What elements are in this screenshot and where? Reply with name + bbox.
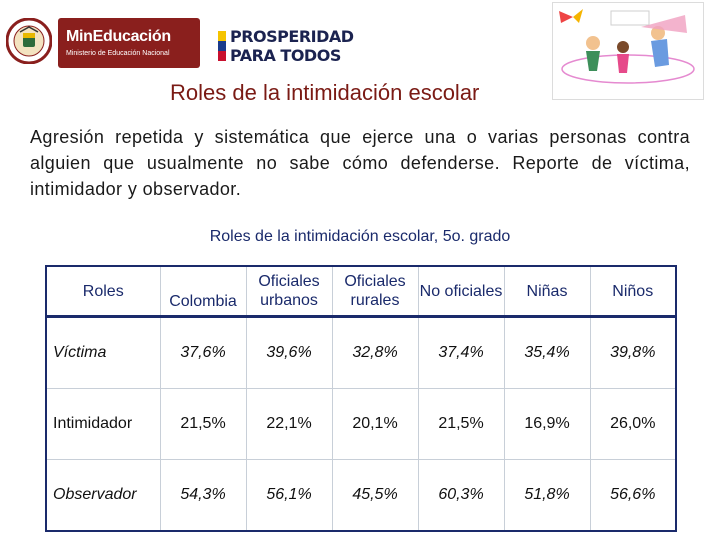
flag-icon (218, 31, 226, 61)
intro-paragraph: Agresión repetida y sistemática que ejer… (30, 127, 690, 199)
prosperidad-line1: PROSPERIDAD (230, 27, 354, 46)
header-oficiales-urbanos: Oficiales urbanos (245, 265, 333, 317)
table-cell: 37,4% (417, 316, 505, 389)
header-colombia: Colombia (159, 265, 247, 317)
table-cell: 21,5% (159, 388, 247, 460)
table-cell: 35,4% (503, 316, 591, 389)
header-ninos: Niños (589, 265, 677, 317)
table-cell: 56,6% (589, 459, 677, 532)
page-title: Roles de la intimidación escolar (170, 80, 480, 105)
mineducacion-name: MinEducación (66, 28, 171, 45)
mineducacion-subtitle: Ministerio de Educación Nacional (66, 50, 170, 57)
table-cell: 56,1% (245, 459, 333, 532)
children-playing-icon (559, 9, 695, 84)
table-cell: 32,8% (331, 316, 419, 389)
mineducacion-logo: MinEducación Ministerio de Educación Nac… (58, 18, 200, 68)
table-cell: 54,3% (159, 459, 247, 532)
header-roles: Roles (45, 265, 161, 317)
table-cell: 22,1% (245, 388, 333, 460)
row-label: Intimidador (45, 388, 161, 460)
table-cell: 39,6% (245, 316, 333, 389)
table-cell: 16,9% (503, 388, 591, 460)
table-header-row: Roles Colombia Oficiales urbanos Oficial… (45, 265, 677, 317)
header-ninas: Niñas (503, 265, 591, 317)
prosperidad-line2: PARA TODOS (230, 46, 341, 65)
table-title: Roles de la intimidación escolar, 5o. gr… (209, 228, 511, 245)
roles-table: Roles Colombia Oficiales urbanos Oficial… (45, 265, 677, 532)
table-cell: 21,5% (417, 388, 505, 460)
row-label: Víctima (45, 316, 161, 389)
table-row-observador: Observador 54,3% 56,1% 45,5% 60,3% 51,8%… (45, 459, 677, 532)
kids-illustration (552, 2, 704, 100)
table-cell: 26,0% (589, 388, 677, 460)
table-cell: 37,6% (159, 316, 247, 389)
table-cell: 45,5% (331, 459, 419, 532)
row-label: Observador (45, 459, 161, 532)
header-no-oficiales: No oficiales (417, 265, 505, 317)
table-row-intimidador: Intimidador 21,5% 22,1% 20,1% 21,5% 16,9… (45, 388, 677, 460)
table-row-victima: Víctima 37,6% 39,6% 32,8% 37,4% 35,4% 39… (45, 316, 677, 389)
table-cell: 20,1% (331, 388, 419, 460)
table-cell: 39,8% (589, 316, 677, 389)
header-oficiales-rurales: Oficiales rurales (331, 265, 419, 317)
prosperidad-logo: PROSPERIDAD PARA TODOS (218, 27, 354, 67)
header: MinEducación Ministerio de Educación Nac… (0, 0, 720, 110)
table-cell: 51,8% (503, 459, 591, 532)
table-cell: 60,3% (417, 459, 505, 532)
colombia-seal-icon (6, 18, 52, 64)
